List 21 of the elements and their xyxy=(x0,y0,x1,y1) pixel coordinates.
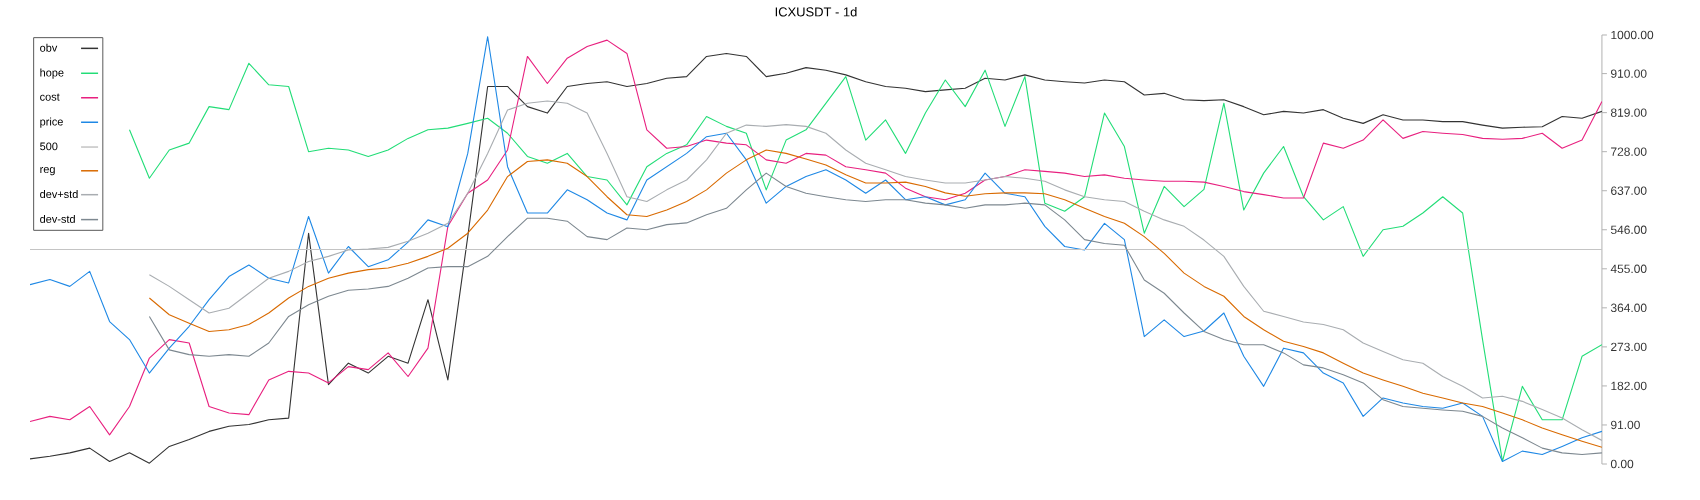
y-tick-label: 0.00 xyxy=(1610,459,1634,469)
y-tick-label: 182.00 xyxy=(1611,381,1647,391)
legend-label: hope xyxy=(40,68,64,79)
y-tick-label: 910.00 xyxy=(1611,69,1647,78)
y-tick-label: 1000.00 xyxy=(1611,30,1654,40)
chart-title: ICXUSDT - 1d xyxy=(775,6,857,17)
y-tick-label: 455.00 xyxy=(1610,264,1647,274)
y-tick-label: 91.00 xyxy=(1611,420,1640,430)
legend-label: dev-std xyxy=(40,214,75,223)
legend-label: dev+std xyxy=(40,189,78,199)
y-tick-label: 819.00 xyxy=(1610,108,1647,117)
legend-label: cost xyxy=(40,93,60,101)
y-tick-label: 637.00 xyxy=(1611,186,1647,195)
y-tick-label: 728.00 xyxy=(1611,147,1647,156)
legend-label: obv xyxy=(40,43,58,52)
y-tick-label: 546.00 xyxy=(1610,225,1647,234)
legend-label: reg xyxy=(40,167,55,176)
y-tick-label: 273.00 xyxy=(1611,342,1647,352)
legend-label: 500 xyxy=(40,142,58,151)
legend-label: price xyxy=(40,117,63,128)
y-tick-label: 364.00 xyxy=(1610,303,1647,313)
